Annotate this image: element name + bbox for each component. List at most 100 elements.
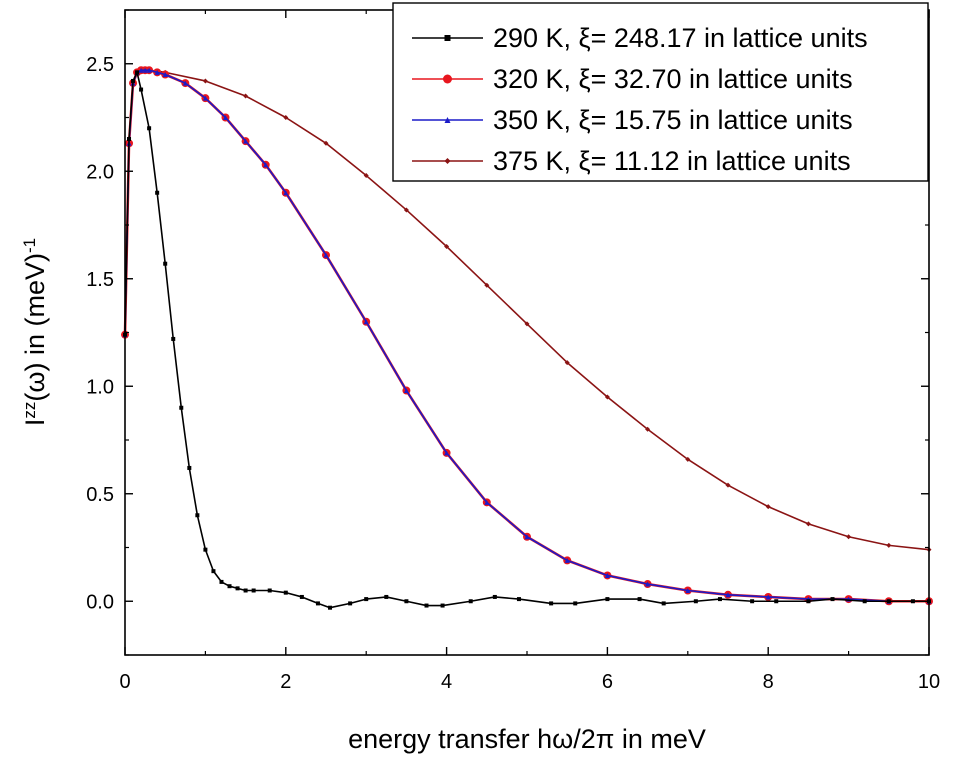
series-3-point-20: [725, 482, 731, 488]
x-tick-label-2: 4: [441, 671, 452, 693]
series-0-point-17: [243, 588, 248, 593]
series-3-point-16: [564, 360, 570, 366]
series-2-point-16: [363, 319, 369, 325]
series-0-point-1: [127, 137, 132, 141]
series-0-point-44: [862, 599, 867, 604]
series-0-point-27: [404, 599, 409, 604]
series-0-point-25: [364, 597, 369, 602]
series-3-point-9: [283, 115, 289, 120]
label-layer: 0 2 4 6 8 10 0.0 0.5 1.0 1.5 2.0 2.5: [86, 54, 940, 693]
series-0-point-5: [147, 126, 152, 131]
series-3-point-18: [645, 426, 651, 432]
series-0-point-22: [315, 601, 320, 606]
series-0-point-12: [203, 547, 208, 552]
legend-label-3: 375 K, ξ= 11.12 in lattice units: [493, 146, 851, 176]
legend-marker-2: [444, 117, 451, 123]
series-0-point-37: [661, 601, 666, 606]
series-3-point-14: [484, 282, 490, 288]
legend: 290 K, ξ= 248.17 in lattice units 320 K, …: [392, 2, 929, 182]
x-tick-label-5: 10: [918, 671, 940, 693]
series-0-point-9: [179, 405, 184, 410]
series-0-point-8: [171, 336, 176, 341]
series-3-point-15: [524, 321, 530, 327]
series-0-point-33: [549, 601, 554, 606]
series-2-point-7: [154, 69, 160, 75]
x-axis-title: energy transfer hω/2π in meV: [348, 724, 706, 754]
series-3-point-21: [765, 504, 771, 510]
series-0-point-32: [516, 597, 521, 602]
y-axis-title-sup2: -1: [20, 238, 39, 253]
series-2-point-18: [444, 450, 450, 456]
y-axis-title-rest: (ω) in (meV): [20, 253, 50, 402]
series-0-point-11: [195, 513, 200, 518]
series-0-point-16: [235, 586, 240, 591]
series-2-point-8: [162, 72, 168, 77]
x-tick-label-4: 8: [763, 671, 774, 693]
series-0-point-19: [267, 588, 272, 593]
legend-marker-0: [444, 35, 451, 41]
series-0-point-13: [211, 569, 216, 574]
series-0-point-45: [886, 599, 891, 604]
legend-items: 290 K, ξ= 248.17 in lattice units 320 K, …: [412, 23, 868, 176]
series-0-point-2: [131, 78, 136, 83]
x-tick-label-0: 0: [119, 671, 130, 693]
series-0-point-23: [328, 605, 333, 610]
series-0-point-3: [135, 70, 140, 75]
series-0-point-14: [219, 579, 224, 584]
series-0-point-39: [717, 597, 722, 602]
series-0: [123, 70, 931, 610]
series-2-point-19: [484, 499, 490, 505]
series-layer: [121, 66, 933, 610]
series-2-point-17: [403, 388, 409, 394]
series-0-point-31: [492, 594, 497, 599]
legend-label-1: 320 K, ξ= 32.70 in lattice units: [493, 64, 853, 94]
series-0-point-15: [227, 584, 232, 589]
series-0-point-10: [187, 465, 192, 470]
series-0-point-6: [155, 190, 160, 195]
series-2-point-13: [263, 162, 269, 168]
legend-marker-1: [443, 74, 452, 84]
series-2-point-12: [243, 138, 249, 144]
legend-item-1: 320 K, ξ= 32.70 in lattice units: [412, 64, 853, 94]
series-2-point-5: [142, 67, 148, 73]
series-2-point-23: [645, 581, 651, 587]
series-3-point-7: [202, 78, 208, 84]
series-2-point-22: [604, 572, 610, 578]
series-3-point-12: [403, 207, 409, 213]
series-0-point-7: [163, 261, 168, 266]
y-tick-label-0: 0.0: [86, 591, 114, 613]
legend-item-3: 375 K, ξ= 11.12 in lattice units: [412, 146, 851, 176]
series-0-point-4: [139, 87, 144, 92]
series-2-point-21: [564, 557, 570, 563]
series-0-point-42: [806, 599, 811, 604]
legend-label-2: 350 K, ξ= 15.75 in lattice units: [493, 105, 853, 135]
series-2-point-11: [223, 115, 228, 120]
y-axis-title-sup: zz: [20, 402, 39, 419]
y-tick-label-2: 1.0: [86, 376, 114, 398]
series-0-point-21: [299, 594, 304, 599]
series-3-point-10: [323, 140, 329, 146]
series-0-point-36: [637, 597, 642, 602]
series-0-line: [124, 71, 929, 609]
y-tick-label-5: 2.5: [86, 54, 114, 76]
series-0-point-30: [468, 599, 473, 604]
series-2-point-4: [138, 67, 144, 73]
y-axis-title: Izz(ω) in (meV)-1: [20, 238, 51, 426]
legend-marker-3: [444, 158, 451, 164]
series-3-point-23: [846, 534, 852, 540]
series-3-point-17: [604, 394, 610, 400]
legend-label-0: 290 K, ξ= 248.17 in lattice units: [493, 23, 868, 53]
series-3-point-24: [886, 542, 892, 548]
series-2-point-10: [202, 95, 208, 101]
legend-box: [392, 2, 929, 182]
series-3-point-19: [685, 456, 691, 462]
y-tick-label-3: 1.5: [86, 269, 114, 291]
series-2-point-24: [685, 588, 691, 593]
series-2: [122, 67, 932, 604]
series-0-point-28: [424, 603, 429, 608]
x-tick-label-1: 2: [280, 671, 291, 693]
series-3-point-8: [243, 93, 249, 99]
series-0-point-35: [605, 597, 610, 602]
series-3-point-11: [363, 173, 369, 179]
series-0-point-20: [283, 590, 288, 595]
